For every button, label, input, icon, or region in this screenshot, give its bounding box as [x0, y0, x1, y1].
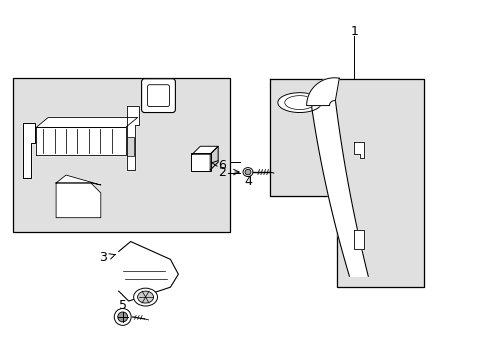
Polygon shape [309, 93, 367, 276]
Polygon shape [56, 175, 101, 185]
Polygon shape [192, 146, 218, 154]
Ellipse shape [137, 291, 153, 303]
FancyBboxPatch shape [191, 153, 211, 171]
Polygon shape [56, 183, 101, 218]
Polygon shape [354, 142, 364, 158]
Text: 2: 2 [218, 166, 225, 179]
Polygon shape [126, 105, 138, 170]
Bar [13, 78, 230, 231]
FancyBboxPatch shape [147, 85, 169, 107]
Ellipse shape [243, 168, 252, 176]
Text: 6: 6 [218, 159, 225, 172]
Polygon shape [210, 146, 218, 170]
Circle shape [118, 312, 127, 322]
Ellipse shape [133, 288, 157, 306]
Circle shape [114, 309, 131, 325]
Text: 3: 3 [99, 251, 106, 264]
FancyBboxPatch shape [142, 79, 175, 113]
Ellipse shape [244, 169, 250, 175]
Polygon shape [23, 123, 35, 178]
Polygon shape [306, 78, 339, 105]
FancyBboxPatch shape [127, 137, 134, 156]
Polygon shape [354, 230, 364, 249]
Text: 5: 5 [119, 298, 126, 311]
Polygon shape [269, 79, 423, 287]
Polygon shape [36, 127, 125, 155]
Polygon shape [36, 117, 137, 127]
Polygon shape [277, 93, 321, 113]
Polygon shape [119, 242, 178, 301]
Text: 1: 1 [350, 24, 358, 38]
Text: 4: 4 [244, 175, 251, 189]
